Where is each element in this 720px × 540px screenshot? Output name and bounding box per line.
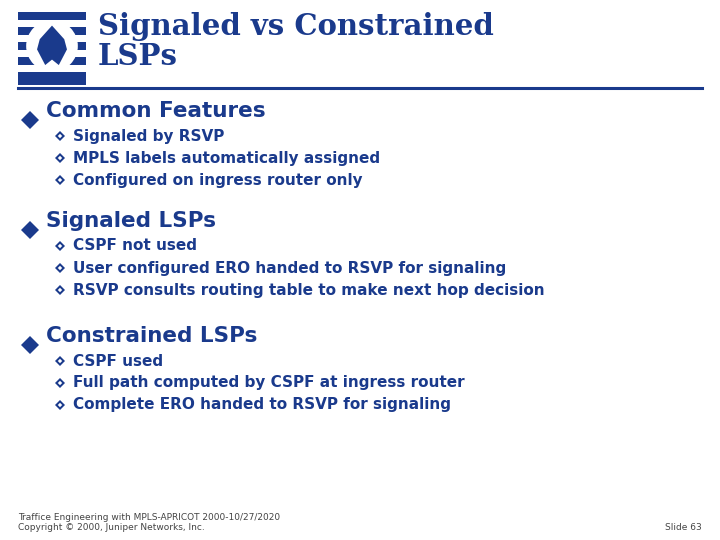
Bar: [18, 50, 86, 57]
Polygon shape: [55, 378, 65, 388]
Polygon shape: [55, 356, 65, 366]
Text: LSPs: LSPs: [98, 42, 178, 71]
Text: User configured ERO handed to RSVP for signaling: User configured ERO handed to RSVP for s…: [73, 260, 506, 275]
Polygon shape: [58, 134, 62, 138]
Polygon shape: [58, 381, 62, 385]
Text: MPLS labels automatically assigned: MPLS labels automatically assigned: [73, 151, 380, 165]
Bar: [18, 57, 86, 65]
Text: Configured on ingress router only: Configured on ingress router only: [73, 172, 363, 187]
Text: Common Features: Common Features: [46, 101, 266, 121]
Bar: [18, 72, 86, 80]
Polygon shape: [55, 285, 65, 295]
Text: Signaled vs Constrained: Signaled vs Constrained: [98, 12, 494, 41]
Polygon shape: [37, 25, 67, 65]
Polygon shape: [55, 241, 65, 251]
Text: Full path computed by CSPF at ingress router: Full path computed by CSPF at ingress ro…: [73, 375, 464, 390]
Text: Constrained LSPs: Constrained LSPs: [46, 326, 257, 346]
Bar: [18, 42, 86, 50]
Circle shape: [26, 20, 78, 72]
Text: Slide 63: Slide 63: [665, 523, 702, 532]
Text: RSVP consults routing table to make next hop decision: RSVP consults routing table to make next…: [73, 282, 544, 298]
Text: Traffice Engineering with MPLS-APRICOT 2000-10/27/2020
Copyright © 2000, Juniper: Traffice Engineering with MPLS-APRICOT 2…: [18, 512, 280, 532]
Polygon shape: [55, 175, 65, 185]
Bar: [18, 12, 86, 19]
Polygon shape: [58, 178, 62, 182]
Text: Signaled by RSVP: Signaled by RSVP: [73, 129, 225, 144]
Polygon shape: [55, 131, 65, 141]
Polygon shape: [21, 336, 39, 354]
Polygon shape: [58, 244, 62, 248]
Polygon shape: [58, 266, 62, 270]
Polygon shape: [55, 153, 65, 163]
Text: Complete ERO handed to RSVP for signaling: Complete ERO handed to RSVP for signalin…: [73, 397, 451, 413]
Text: CSPF not used: CSPF not used: [73, 239, 197, 253]
Polygon shape: [58, 288, 62, 292]
Polygon shape: [58, 403, 62, 407]
Bar: [18, 65, 86, 72]
Text: CSPF used: CSPF used: [73, 354, 163, 368]
Polygon shape: [55, 400, 65, 410]
Bar: [18, 19, 86, 27]
Text: Signaled LSPs: Signaled LSPs: [46, 211, 216, 231]
Polygon shape: [55, 263, 65, 273]
Bar: [18, 80, 86, 85]
Polygon shape: [58, 359, 62, 363]
Polygon shape: [58, 156, 62, 160]
Bar: [18, 35, 86, 42]
Polygon shape: [21, 111, 39, 129]
Bar: [18, 27, 86, 35]
Polygon shape: [21, 221, 39, 239]
